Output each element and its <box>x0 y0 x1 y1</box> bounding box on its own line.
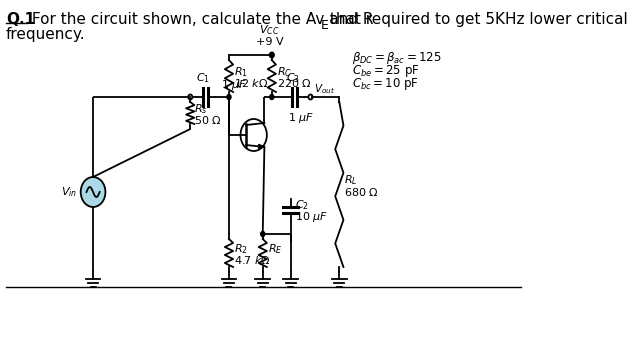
Text: $4.7\ k\Omega$: $4.7\ k\Omega$ <box>234 254 271 266</box>
Circle shape <box>269 95 274 100</box>
Text: $R_E$: $R_E$ <box>268 242 282 256</box>
Text: $C_{bc} = 10\ \mathrm{pF}$: $C_{bc} = 10\ \mathrm{pF}$ <box>352 76 419 92</box>
Text: $C_2$: $C_2$ <box>295 199 308 212</box>
Text: +9 V: +9 V <box>255 37 283 47</box>
Text: $R_s$: $R_s$ <box>195 102 208 116</box>
Text: $C_3$: $C_3$ <box>286 71 300 85</box>
Circle shape <box>227 95 231 100</box>
Text: For the circuit shown, calculate the Av and R: For the circuit shown, calculate the Av … <box>27 12 374 27</box>
Text: $50\ \Omega$: $50\ \Omega$ <box>195 114 222 126</box>
Text: $V_{in}$: $V_{in}$ <box>61 185 77 199</box>
Circle shape <box>81 177 106 207</box>
Text: $R_2$: $R_2$ <box>234 242 248 256</box>
Circle shape <box>260 232 265 237</box>
Text: E: E <box>321 19 328 32</box>
Polygon shape <box>259 144 264 148</box>
Text: $12\ k\Omega$: $12\ k\Omega$ <box>234 77 268 89</box>
Text: $V_{CC}$: $V_{CC}$ <box>259 23 280 37</box>
Text: $10\ \mu F$: $10\ \mu F$ <box>295 210 328 224</box>
Text: that required to get 5KHz lower critical: that required to get 5KHz lower critical <box>325 12 628 27</box>
Text: $1\ \mu F$: $1\ \mu F$ <box>288 111 315 125</box>
Text: $R_C$: $R_C$ <box>276 65 292 79</box>
Text: $680\ \Omega$: $680\ \Omega$ <box>344 186 379 198</box>
Text: $R_L$: $R_L$ <box>344 174 358 187</box>
Text: $220\ \Omega$: $220\ \Omega$ <box>276 77 312 89</box>
Text: Q.1: Q.1 <box>6 12 35 27</box>
Text: frequency.: frequency. <box>6 27 85 42</box>
Text: $V_{out}$: $V_{out}$ <box>314 82 335 96</box>
Text: $R_1$: $R_1$ <box>234 65 248 79</box>
Text: $\beta_{DC} = \beta_{ac} = 125$: $\beta_{DC} = \beta_{ac} = 125$ <box>352 50 441 66</box>
Text: $C_1$: $C_1$ <box>196 71 211 85</box>
Text: $1\ \mu F$: $1\ \mu F$ <box>221 78 247 92</box>
Circle shape <box>269 52 274 57</box>
Text: $C_{be} = 25\ \mathrm{pF}$: $C_{be} = 25\ \mathrm{pF}$ <box>352 63 419 79</box>
